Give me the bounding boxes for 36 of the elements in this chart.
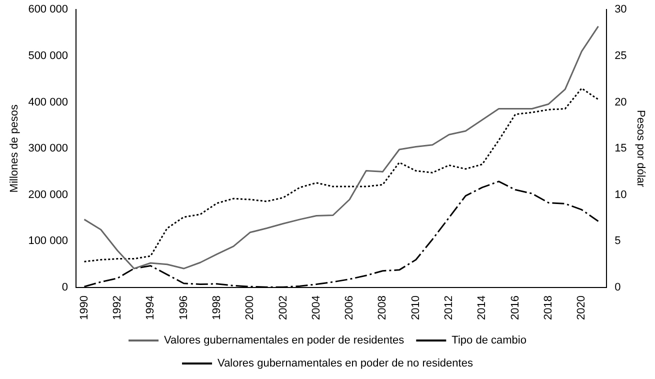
line-series (84, 88, 600, 262)
x-tick-label: 2000 (244, 296, 256, 320)
legend-label: Valores gubernamentales en poder de residentes (164, 334, 405, 347)
y-tick-label: 200 000 (28, 188, 68, 201)
y-tick-label: 0 (62, 282, 68, 294)
x-tick-label: 2012 (443, 296, 456, 320)
x-tick-label: 2002 (277, 296, 290, 320)
y-tick-label: 600 000 (28, 4, 68, 16)
y2-axis-title: Pesos por dólar (634, 110, 646, 188)
x-tick-label: 1994 (144, 296, 157, 320)
legend-label: Tipo de cambio (452, 334, 526, 347)
x-tick-label: 2006 (344, 296, 356, 320)
x-tick-label: 1990 (78, 296, 90, 320)
x-tick-label: 1998 (210, 296, 223, 320)
y-tick-label: 400 000 (28, 96, 68, 108)
y-tick-label: 500 000 (28, 50, 68, 62)
x-tick-label: 2008 (376, 296, 389, 320)
x-tick-label: 1992 (111, 296, 124, 320)
y2-tick-label: 10 (614, 188, 627, 201)
y-tick-label: 100 000 (28, 235, 68, 248)
y2-tick-label: 25 (614, 50, 627, 62)
x-tick-label: 2020 (576, 296, 588, 320)
y-tick-label: 300 000 (28, 142, 68, 155)
x-tick-label: 2010 (410, 296, 422, 320)
legend-label: Valores gubernamentales en poder de no residentes (218, 358, 474, 370)
x-tick-label: 2004 (310, 296, 322, 320)
x-tick-label: 1996 (178, 296, 190, 320)
y2-tick-label: 5 (614, 235, 621, 248)
x-tick-label: 2014 (476, 296, 488, 320)
y-axis-title: Millones de pesos (8, 104, 21, 193)
y2-tick-label: 20 (614, 96, 627, 108)
x-tick-label: 2016 (509, 296, 522, 320)
y2-tick-label: 15 (614, 142, 627, 155)
y2-tick-label: 0 (614, 282, 621, 294)
x-tick-label: 2018 (542, 296, 555, 320)
y2-tick-label: 30 (614, 4, 627, 16)
